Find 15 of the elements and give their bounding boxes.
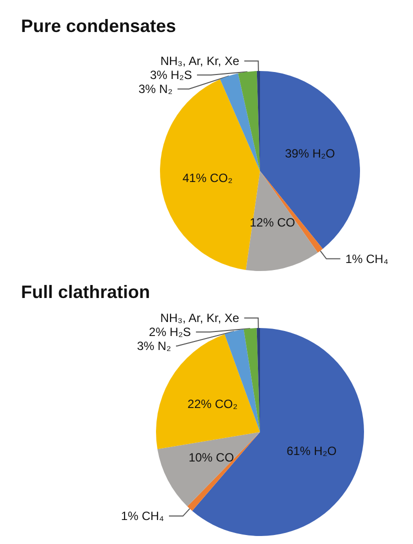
slice-label: NH₃, Ar, Kr, Xe bbox=[160, 311, 240, 326]
slice-label: 2% H₂S bbox=[148, 325, 191, 340]
slice-label: 41% CO₂ bbox=[182, 171, 233, 186]
slice-label: 3% N₂ bbox=[138, 82, 173, 96]
slice-label: 3% H₂S bbox=[150, 68, 192, 82]
slice-label: 1% CH₄ bbox=[345, 252, 388, 266]
slice-label: 22% CO₂ bbox=[188, 397, 238, 412]
slice-label: 10% CO bbox=[188, 450, 234, 464]
slice-label: NH₃, Ar, Kr, Xe bbox=[160, 54, 240, 68]
chart-title: Pure condensates bbox=[21, 16, 176, 36]
slice-label: 3% N₂ bbox=[136, 339, 172, 354]
slice-label: 39% H₂O bbox=[284, 146, 335, 160]
chart-title: Full clathration bbox=[21, 282, 150, 302]
slice-label: 61% H₂O bbox=[286, 444, 337, 458]
slice-label: 1% CH₄ bbox=[121, 509, 164, 524]
